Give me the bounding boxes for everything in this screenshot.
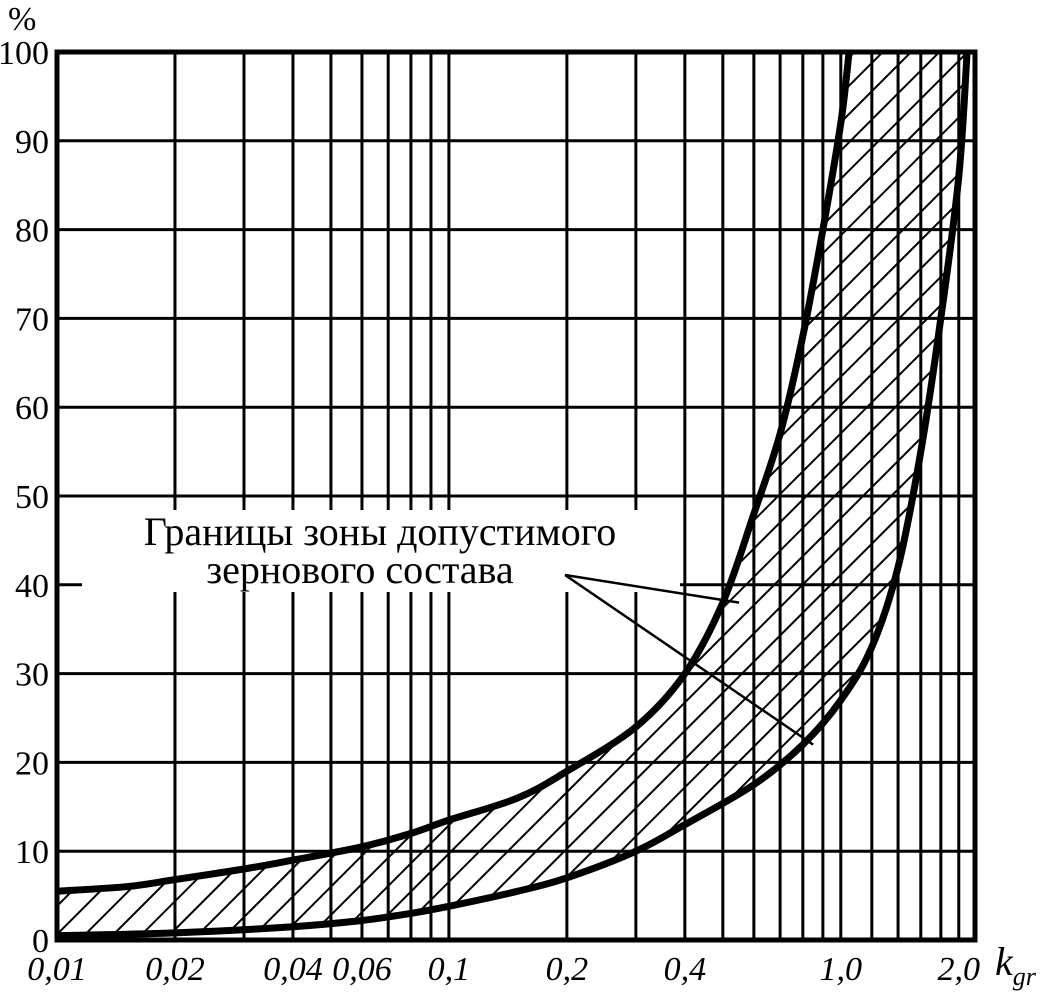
y-tick-label: 80 (15, 213, 49, 250)
y-tick-label: 20 (15, 745, 49, 782)
y-axis-unit: % (8, 1, 36, 38)
y-tick-label: 60 (15, 390, 49, 427)
annotation-leader-upper (564, 573, 740, 604)
y-tick-labels: 0 10 20 30 40 50 60 70 80 90 100 (0, 35, 49, 960)
x-axis-label: kgr (995, 939, 1037, 991)
annotation-line-1: Границы зоны допустимого (144, 509, 616, 554)
x-tick-label: 0,4 (664, 951, 707, 988)
allowable-zone-band (57, 52, 968, 936)
upper-boundary-curve (56, 51, 853, 895)
plot-frame (54, 49, 978, 943)
x-tick-label: 0,04 (263, 951, 323, 988)
annotation-leader-lower (564, 573, 814, 746)
x-tick-label: 0,2 (546, 951, 589, 988)
y-tick-label: 10 (15, 834, 49, 871)
y-tick-label: 40 (15, 568, 49, 605)
y-tick-label: 100 (0, 35, 49, 72)
annotation: Границы зоны допустимого зернового соста… (82, 509, 814, 746)
x-tick-label: 0,06 (332, 951, 392, 988)
x-tick-labels: 0,01 0,02 0,04 0,06 0,1 0,2 0,4 1,0 2,0 (27, 951, 980, 988)
x-tick-label: 0,1 (428, 951, 471, 988)
y-tick-label: 0 (32, 923, 49, 960)
x-tick-label: 0,01 (27, 951, 87, 988)
y-tick-label: 70 (15, 301, 49, 338)
x-tick-label: 0,02 (145, 951, 205, 988)
x-tick-label: 2,0 (938, 951, 981, 988)
y-tick-label: 50 (15, 479, 49, 516)
annotation-line-2: зернового состава (206, 547, 514, 592)
y-tick-label: 30 (15, 657, 49, 694)
y-tick-label: 90 (15, 124, 49, 161)
x-tick-label: 1,0 (820, 951, 863, 988)
lower-boundary-curve (56, 51, 971, 940)
